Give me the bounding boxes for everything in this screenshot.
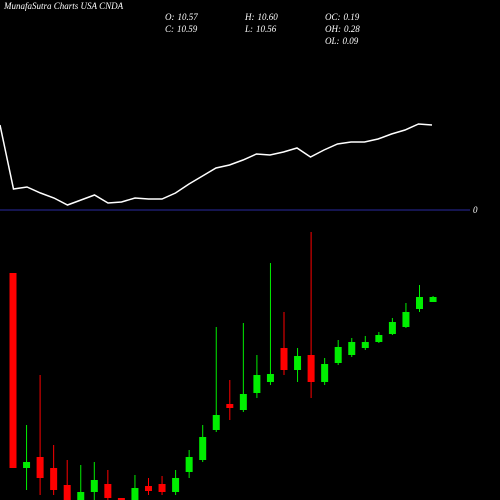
candle-body bbox=[90, 480, 98, 492]
stat: L: 10.56 bbox=[244, 24, 277, 34]
candle-body bbox=[429, 297, 437, 302]
stat-label: O: bbox=[165, 12, 175, 22]
stat-value: 10.57 bbox=[178, 12, 199, 22]
candle-body bbox=[294, 356, 302, 370]
candle-body bbox=[199, 437, 207, 460]
stat: H: 10.60 bbox=[244, 12, 278, 22]
candle-body bbox=[36, 457, 44, 478]
stat-value: 0.19 bbox=[344, 12, 360, 22]
candle-body bbox=[416, 297, 423, 309]
stat: OC: 0.19 bbox=[325, 12, 360, 22]
stat-label: OC: bbox=[325, 12, 341, 22]
candle-body bbox=[23, 462, 31, 468]
stat-label: OL: bbox=[325, 36, 340, 46]
stat-label: C: bbox=[165, 24, 174, 34]
candle-body bbox=[334, 347, 342, 363]
candle-body bbox=[266, 374, 274, 382]
candle-body bbox=[321, 364, 329, 382]
candle-body bbox=[104, 484, 112, 498]
candle-body bbox=[212, 415, 220, 430]
stat-label: H: bbox=[244, 12, 255, 22]
candle-body bbox=[77, 492, 85, 500]
chart-title: MunafaSutra Charts USA CNDA bbox=[3, 1, 124, 11]
price-line bbox=[0, 123, 433, 206]
baseline-label: 0 bbox=[473, 205, 478, 215]
candle-body bbox=[9, 273, 17, 468]
candle-body bbox=[145, 486, 152, 491]
stat-label: L: bbox=[244, 24, 253, 34]
candle-body bbox=[226, 404, 234, 408]
candle-body bbox=[117, 498, 125, 500]
candle-body bbox=[361, 342, 369, 348]
candle-body bbox=[239, 394, 247, 410]
stat-value: 10.59 bbox=[177, 24, 198, 34]
stat-value: 0.09 bbox=[343, 36, 359, 46]
stat: OL: 0.09 bbox=[325, 36, 359, 46]
candle-body bbox=[388, 322, 396, 334]
stat-label: OH: bbox=[325, 24, 341, 34]
stat: C: 10.59 bbox=[165, 24, 198, 34]
candle-body bbox=[280, 348, 288, 370]
stat: O: 10.57 bbox=[165, 12, 198, 22]
candle-body bbox=[253, 375, 261, 393]
candle-body bbox=[50, 468, 58, 490]
candle-body bbox=[375, 335, 383, 342]
candle-body bbox=[63, 485, 71, 500]
stat-value: 10.60 bbox=[258, 12, 279, 22]
stat: OH: 0.28 bbox=[325, 24, 360, 34]
candle-body bbox=[307, 355, 315, 382]
candle-body bbox=[402, 312, 410, 327]
stat-value: 0.28 bbox=[344, 24, 360, 34]
stat-value: 10.56 bbox=[256, 24, 277, 34]
candle-body bbox=[172, 478, 180, 492]
candle-body bbox=[185, 457, 193, 472]
candle-body bbox=[131, 488, 139, 500]
candle-body bbox=[158, 484, 166, 492]
candle-body bbox=[348, 342, 356, 355]
